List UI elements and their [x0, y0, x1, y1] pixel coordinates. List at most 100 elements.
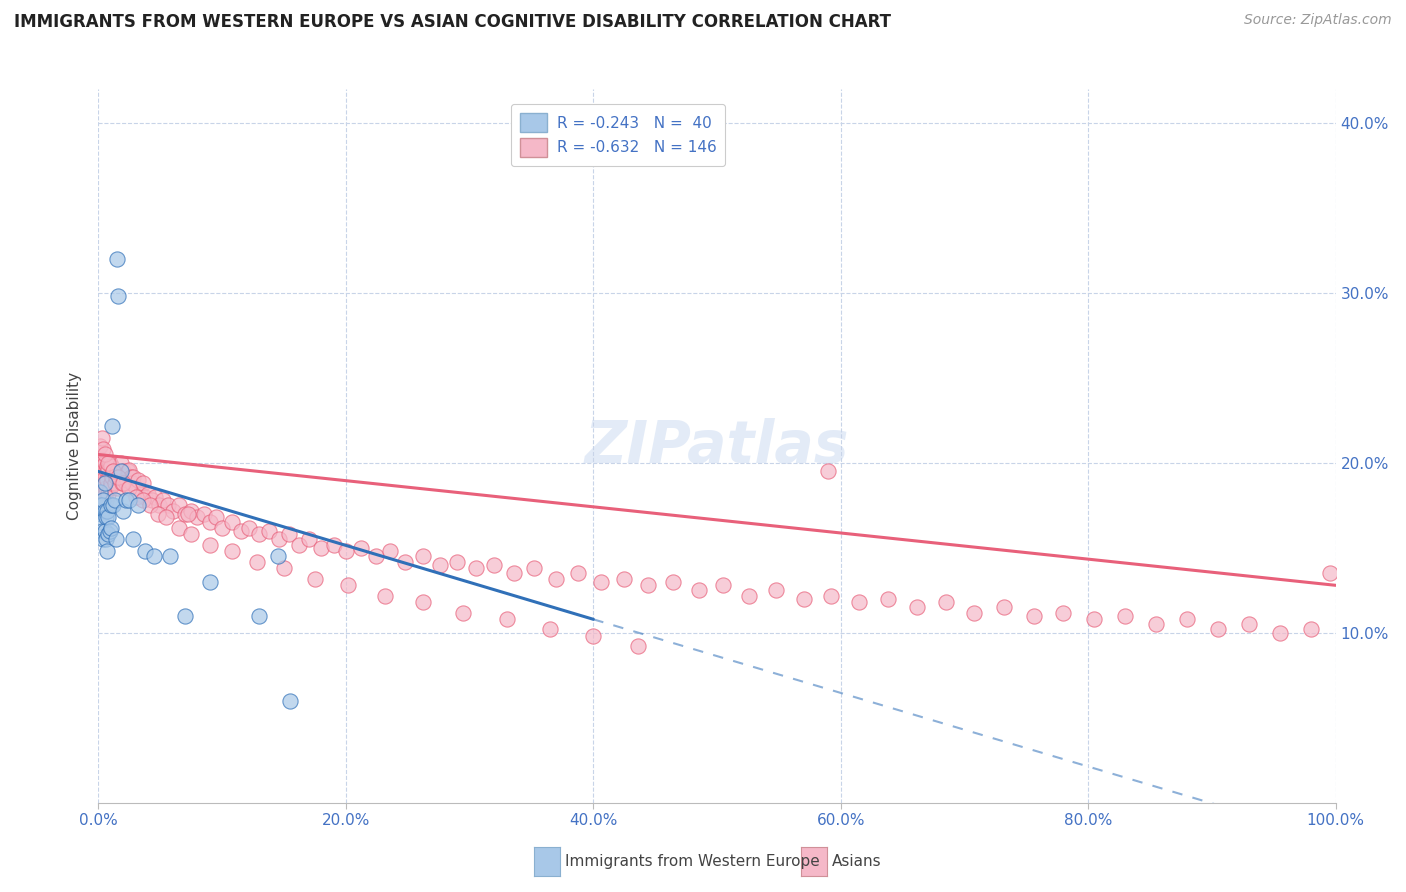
- Point: [247, 608, 270, 623]
- Point: [364, 549, 387, 564]
- Point: [121, 476, 143, 491]
- Point: [278, 694, 301, 708]
- Point: [127, 473, 149, 487]
- Point: [738, 589, 761, 603]
- Point: [429, 558, 451, 572]
- Point: [91, 465, 114, 479]
- Point: [876, 591, 898, 606]
- Point: [765, 583, 787, 598]
- Point: [112, 476, 135, 491]
- Point: [94, 493, 117, 508]
- Point: [97, 456, 120, 470]
- Point: [278, 527, 301, 541]
- Point: [89, 484, 111, 499]
- Point: [394, 555, 416, 569]
- Point: [152, 493, 174, 508]
- Point: [97, 463, 120, 477]
- Point: [91, 524, 114, 538]
- Point: [446, 555, 468, 569]
- Point: [793, 591, 815, 606]
- Point: [91, 499, 114, 513]
- Point: [627, 640, 650, 654]
- Point: [103, 499, 125, 513]
- Point: [112, 503, 135, 517]
- Point: [156, 499, 179, 513]
- Point: [1268, 626, 1291, 640]
- Point: [94, 533, 117, 547]
- Point: [93, 448, 115, 462]
- Point: [288, 537, 311, 551]
- Point: [1175, 612, 1198, 626]
- Point: [90, 516, 112, 530]
- Point: [167, 520, 190, 534]
- Text: Source: ZipAtlas.com: Source: ZipAtlas.com: [1244, 13, 1392, 28]
- Point: [143, 549, 166, 564]
- Point: [1052, 606, 1074, 620]
- Point: [380, 544, 402, 558]
- Point: [176, 507, 198, 521]
- Point: [93, 486, 115, 500]
- Point: [94, 510, 117, 524]
- Point: [107, 289, 129, 303]
- Point: [304, 572, 326, 586]
- Point: [122, 533, 145, 547]
- Point: [198, 574, 221, 589]
- Point: [90, 507, 112, 521]
- Point: [907, 600, 929, 615]
- Point: [90, 482, 112, 496]
- Point: [848, 595, 870, 609]
- Point: [538, 623, 561, 637]
- Point: [107, 469, 129, 483]
- Point: [89, 439, 111, 453]
- Point: [93, 442, 115, 457]
- Point: [100, 476, 122, 491]
- Point: [453, 606, 475, 620]
- Point: [186, 510, 208, 524]
- Point: [167, 499, 190, 513]
- Point: [1319, 566, 1341, 581]
- Point: [112, 473, 135, 487]
- Point: [221, 516, 243, 530]
- Point: [412, 595, 434, 609]
- Point: [322, 537, 344, 551]
- Point: [193, 507, 215, 521]
- Point: [118, 463, 141, 477]
- Point: [174, 608, 197, 623]
- Point: [993, 600, 1015, 615]
- Point: [101, 469, 124, 483]
- Point: [221, 544, 243, 558]
- Point: [118, 493, 141, 508]
- Point: [247, 527, 270, 541]
- Point: [523, 561, 546, 575]
- Point: [122, 469, 145, 483]
- Point: [112, 465, 135, 479]
- Point: [115, 473, 138, 487]
- Point: [546, 572, 568, 586]
- Point: [134, 544, 156, 558]
- Y-axis label: Cognitive Disability: Cognitive Disability: [67, 372, 83, 520]
- Point: [107, 482, 129, 496]
- Point: [114, 493, 136, 508]
- Point: [91, 486, 114, 500]
- Point: [96, 473, 118, 487]
- Text: Immigrants from Western Europe: Immigrants from Western Europe: [565, 855, 820, 869]
- Point: [100, 459, 122, 474]
- Point: [96, 503, 118, 517]
- Point: [97, 510, 120, 524]
- Point: [90, 469, 112, 483]
- Point: [93, 533, 115, 547]
- Point: [1144, 617, 1167, 632]
- Point: [136, 486, 159, 500]
- Point: [464, 561, 486, 575]
- Point: [110, 465, 132, 479]
- Point: [93, 456, 115, 470]
- Point: [267, 549, 290, 564]
- Point: [246, 555, 269, 569]
- Point: [91, 430, 114, 444]
- Point: [105, 252, 128, 266]
- Point: [162, 503, 184, 517]
- Point: [103, 493, 125, 508]
- Point: [205, 510, 228, 524]
- Point: [114, 476, 136, 491]
- Point: [132, 493, 155, 508]
